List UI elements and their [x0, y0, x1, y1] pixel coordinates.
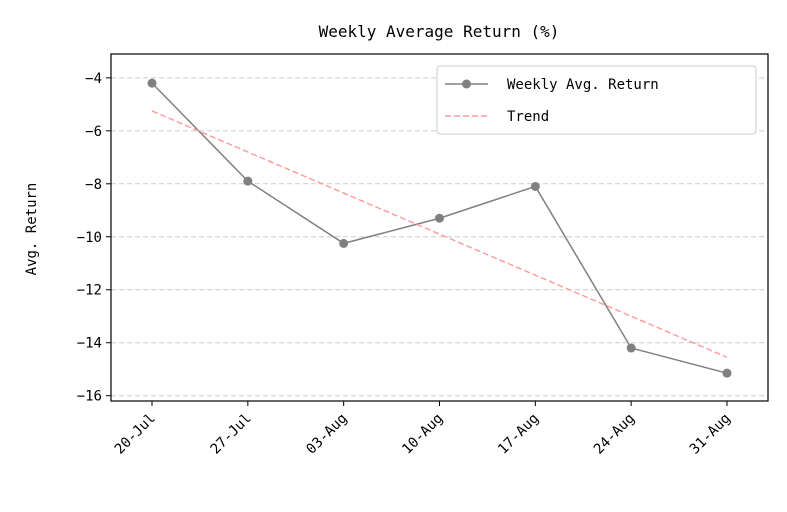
- data-point: [530, 181, 540, 191]
- legend-marker: [462, 79, 471, 89]
- y-tick-label: −8: [85, 177, 102, 193]
- x-tick-label: 27-Jul: [208, 411, 255, 458]
- legend-label: Weekly Avg. Return: [507, 77, 659, 93]
- data-point: [243, 176, 253, 186]
- x-tick-label: 31-Aug: [687, 411, 734, 458]
- y-tick-label: −6: [85, 124, 102, 140]
- y-tick-label: −12: [77, 283, 102, 299]
- x-tick-label: 17-Aug: [495, 411, 542, 458]
- y-tick-label: −10: [77, 230, 102, 246]
- chart-title: Weekly Average Return (%): [319, 22, 560, 41]
- data-point: [147, 78, 157, 88]
- data-point: [339, 238, 349, 248]
- y-tick-label: −4: [85, 71, 102, 87]
- y-tick-label: −14: [77, 336, 102, 352]
- x-tick-label: 10-Aug: [399, 411, 446, 458]
- legend: Weekly Avg. Return Trend: [436, 65, 757, 135]
- y-axis-label: Avg. Return: [24, 183, 40, 276]
- trend-line: [151, 110, 728, 358]
- legend-label: Trend: [507, 109, 549, 125]
- data-point: [722, 368, 732, 378]
- x-tick-label: 20-Jul: [112, 411, 159, 458]
- y-tick-label: −16: [77, 389, 102, 405]
- x-tick-label: 03-Aug: [303, 411, 350, 458]
- data-point: [626, 343, 636, 353]
- series-layer: [147, 78, 732, 378]
- legend-box: [436, 65, 757, 135]
- x-tick-label: 24-Aug: [591, 411, 638, 458]
- data-point: [435, 213, 444, 223]
